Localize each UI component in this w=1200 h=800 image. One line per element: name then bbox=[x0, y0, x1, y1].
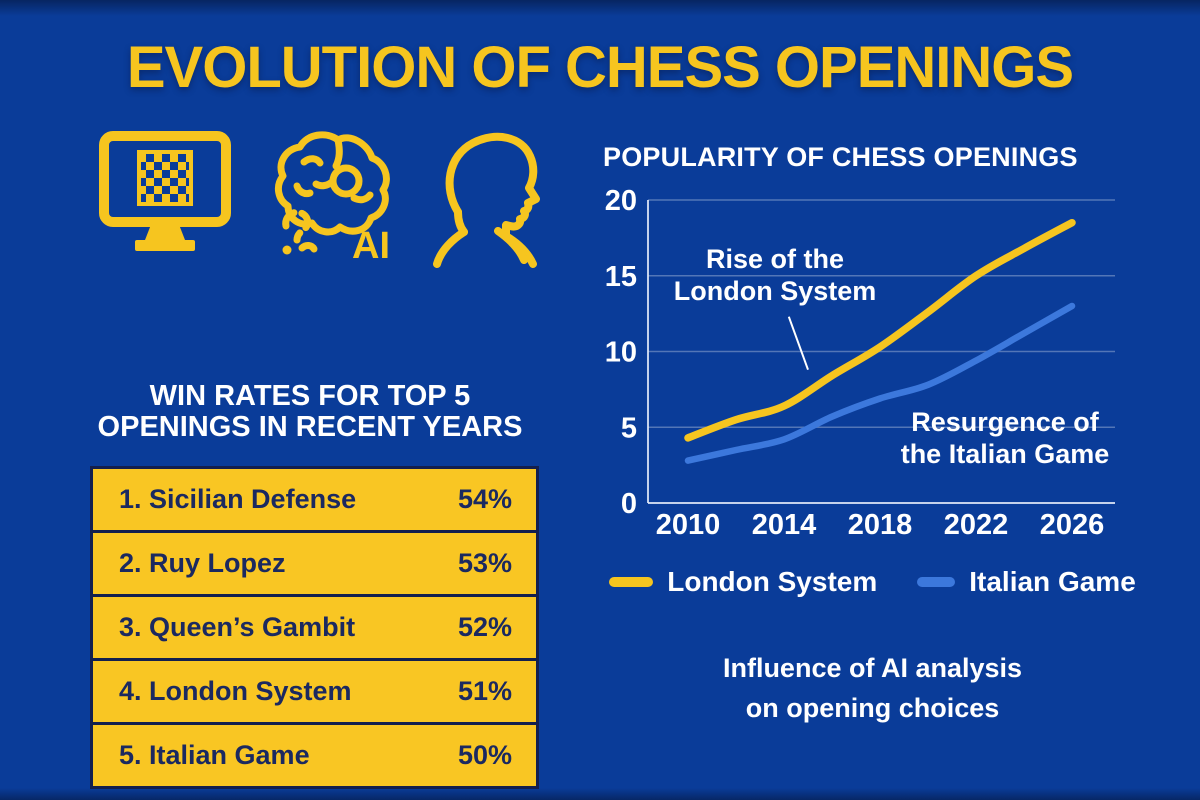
y-tick-label: 10 bbox=[605, 337, 637, 369]
annotation-line: Resurgence of bbox=[911, 407, 1099, 437]
legend-label: London System bbox=[667, 566, 878, 597]
bottom-edge-shade bbox=[0, 788, 1200, 800]
win-rate-value: 54% bbox=[457, 484, 512, 514]
y-tick-label: 0 bbox=[621, 488, 637, 520]
opening-name: 1. Sicilian Defense bbox=[119, 484, 357, 514]
annotation-line: Rise of the bbox=[705, 244, 845, 274]
opening-name: 5. Italian Game bbox=[119, 740, 310, 770]
page-title: EVOLUTION OF CHESS OPENINGS bbox=[126, 35, 1074, 100]
x-tick-label: 2014 bbox=[752, 509, 817, 541]
table-row: 2. Ruy Lopez 53% bbox=[93, 533, 536, 594]
ai-brain-icon: AI bbox=[274, 131, 390, 267]
annotation-rise-london-system: Rise of the London System bbox=[645, 243, 905, 307]
opening-name: 3. Queen’s Gambit bbox=[119, 612, 356, 642]
win-rates-heading: WIN RATES FOR TOP 5 OPENINGS IN RECENT Y… bbox=[75, 381, 545, 443]
table-row: 3. Queen’s Gambit 52% bbox=[93, 597, 536, 658]
legend-label: Italian Game bbox=[969, 566, 1136, 597]
computer-chessboard-icon bbox=[99, 131, 231, 251]
x-tick-label: 2010 bbox=[656, 509, 721, 541]
ai-label: AI bbox=[352, 225, 390, 267]
y-tick-label: 20 bbox=[605, 185, 637, 217]
chart-legend: London System Italian Game bbox=[600, 566, 1145, 598]
annotation-line: London System bbox=[673, 276, 877, 306]
chart-caption: Influence of AI analysis on opening choi… bbox=[600, 648, 1145, 728]
caption-line1: Influence of AI analysis bbox=[722, 653, 1023, 683]
popularity-line-chart: 0 5 10 15 20 2010 2014 2018 2022 2026 bbox=[605, 185, 1115, 541]
table-row: 1. Sicilian Defense 54% bbox=[93, 469, 536, 530]
top-edge-shade bbox=[0, 0, 1200, 16]
table-row: 4. London System 51% bbox=[93, 661, 536, 722]
win-rate-value: 50% bbox=[457, 740, 512, 770]
y-tick-label: 15 bbox=[605, 261, 637, 293]
win-rates-heading-line1: WIN RATES FOR TOP 5 bbox=[149, 380, 471, 412]
caption-line2: on opening choices bbox=[745, 693, 1000, 723]
y-tick-label: 5 bbox=[621, 412, 637, 444]
win-rates-table: 1. Sicilian Defense 54% 2. Ruy Lopez 53%… bbox=[90, 466, 539, 789]
annotation-pointer-line bbox=[787, 316, 809, 371]
win-rate-value: 53% bbox=[457, 548, 512, 578]
annotation-resurgence-italian-game: Resurgence of the Italian Game bbox=[855, 406, 1155, 470]
annotation-line: the Italian Game bbox=[900, 439, 1110, 469]
chart-title: POPULARITY OF CHESS OPENINGS bbox=[603, 142, 1078, 172]
win-rate-value: 52% bbox=[457, 612, 512, 642]
table-row: 5. Italian Game 50% bbox=[93, 725, 536, 786]
x-tick-label: 2018 bbox=[848, 509, 913, 541]
opening-name: 2. Ruy Lopez bbox=[119, 548, 286, 578]
legend-item-italian-game: Italian Game bbox=[917, 566, 1136, 598]
human-profile-icon bbox=[433, 132, 540, 268]
win-rates-heading-line2: OPENINGS IN RECENT YEARS bbox=[97, 411, 523, 443]
series-line-london-system bbox=[684, 218, 1076, 442]
x-tick-label: 2026 bbox=[1040, 509, 1105, 541]
x-tick-label: 2022 bbox=[944, 509, 1009, 541]
win-rate-value: 51% bbox=[457, 676, 512, 706]
legend-swatch bbox=[917, 577, 956, 587]
legend-item-london-system: London System bbox=[609, 566, 877, 598]
legend-swatch bbox=[609, 577, 654, 587]
opening-name: 4. London System bbox=[119, 676, 352, 706]
series-line-italian-game bbox=[684, 302, 1076, 464]
